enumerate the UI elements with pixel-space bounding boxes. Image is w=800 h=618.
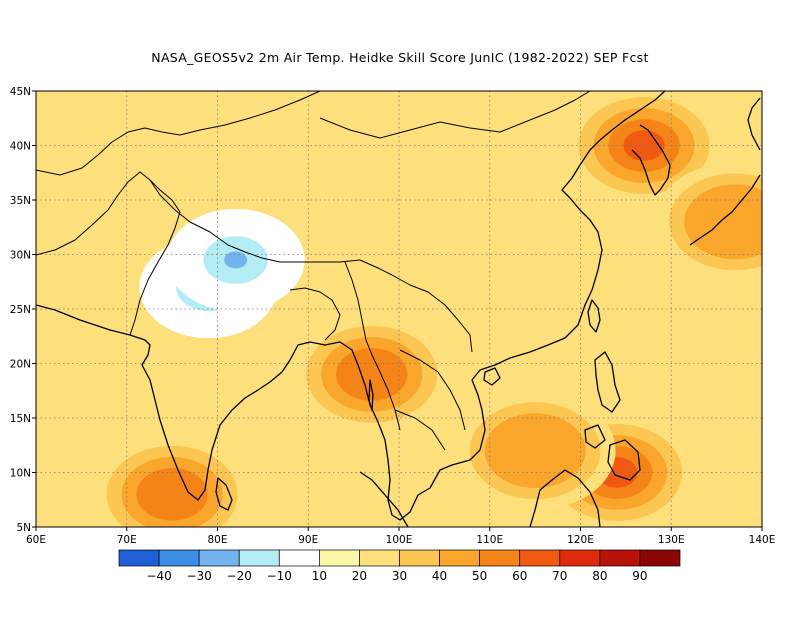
coastline-korea bbox=[631, 124, 671, 196]
colorbar-swatch bbox=[278, 549, 320, 567]
y-tick-label: 20N bbox=[10, 359, 31, 371]
y-tick-label: 40N bbox=[10, 141, 31, 153]
colorbar-label: 10 bbox=[312, 569, 327, 583]
y-tick-label: 45N bbox=[10, 86, 31, 98]
colorbar-swatch bbox=[319, 549, 360, 567]
border-pakistan-afghanistan bbox=[36, 171, 151, 256]
y-tick-label: 30N bbox=[10, 250, 31, 262]
x-tick-label: 80E bbox=[208, 534, 228, 546]
coastline-hainan bbox=[483, 367, 501, 386]
x-tick-label: 90E bbox=[298, 534, 318, 546]
colorbar-swatch bbox=[559, 549, 601, 567]
border-bangladesh bbox=[289, 287, 341, 341]
border-himalaya bbox=[149, 179, 393, 276]
coastline-andaman bbox=[368, 379, 374, 411]
colorbar-label: 40 bbox=[432, 569, 447, 583]
x-axis-ticks: 60E 70E 80E 90E 100E 110E 120E 130E 140E bbox=[26, 527, 775, 546]
colorbar-label: 30 bbox=[392, 569, 407, 583]
warm-hotspot-japan-sea-level-2 bbox=[684, 184, 762, 260]
colorbar-label: 80 bbox=[592, 569, 607, 583]
colorbar-label: 90 bbox=[632, 569, 647, 583]
coastline-mainland bbox=[36, 91, 666, 521]
colorbar: −40 −30 −20 −10 10 20 30 40 50 60 70 80 90 bbox=[118, 549, 681, 583]
coastline-taiwan bbox=[587, 299, 601, 333]
coastlines-and-borders bbox=[36, 91, 761, 527]
colorbar-swatch bbox=[599, 549, 641, 567]
colorbar-label: 70 bbox=[552, 569, 567, 583]
y-tick-label: 15N bbox=[10, 413, 31, 425]
colorbar-swatch bbox=[479, 549, 521, 567]
colorbar-label: −20 bbox=[227, 569, 252, 583]
border-myanmar bbox=[344, 261, 401, 431]
x-tick-label: 140E bbox=[749, 534, 776, 546]
coastline-borneo bbox=[529, 469, 601, 527]
warm-hotspot-south-china-sea-level-2 bbox=[484, 413, 586, 489]
colorbar-swatch bbox=[118, 549, 160, 567]
map-plot-area: 60E 70E 80E 90E 100E 110E 120E 130E 140E 5N 10N 15… bbox=[10, 86, 776, 546]
colorbar-label: −30 bbox=[186, 569, 211, 583]
colorbar-label: 20 bbox=[352, 569, 367, 583]
skill-field bbox=[91, 91, 762, 527]
x-tick-label: 100E bbox=[386, 534, 413, 546]
colorbar-label: −40 bbox=[146, 569, 171, 583]
coastline-sumatra bbox=[359, 471, 409, 527]
y-tick-label: 35N bbox=[10, 195, 31, 207]
colorbar-swatch bbox=[399, 549, 440, 567]
coastline-sri-lanka bbox=[215, 477, 233, 511]
colorbar-label: 60 bbox=[512, 569, 527, 583]
colorbar-label: −10 bbox=[267, 569, 292, 583]
border-central-asia bbox=[36, 91, 321, 176]
coastline-luzon bbox=[594, 351, 621, 413]
y-axis-ticks: 5N 10N 15N 20N 25N 30N 35N 40N 45N bbox=[10, 86, 36, 534]
colorbar-swatch bbox=[359, 549, 400, 567]
colorbar-swatch bbox=[639, 549, 681, 567]
y-tick-label: 25N bbox=[10, 304, 31, 316]
colorbar-swatch bbox=[439, 549, 480, 567]
coastline-mindanao bbox=[584, 424, 641, 481]
warm-hotspot-myanmar-level-3 bbox=[336, 348, 408, 401]
x-tick-label: 110E bbox=[476, 534, 503, 546]
x-tick-label: 130E bbox=[658, 534, 685, 546]
border-mongolia-china bbox=[319, 91, 591, 139]
warm-hotspot-south-india-level-3 bbox=[136, 467, 208, 521]
x-tick-label: 60E bbox=[26, 534, 46, 546]
colorbar-swatch bbox=[198, 549, 240, 567]
cool-zone-himalaya-level-2 bbox=[224, 251, 248, 269]
y-tick-label: 5N bbox=[16, 522, 31, 534]
colorbar-swatch bbox=[519, 549, 561, 567]
x-tick-label: 70E bbox=[117, 534, 137, 546]
colorbar-swatch bbox=[238, 549, 280, 567]
border-india-pakistan bbox=[129, 179, 181, 336]
x-tick-label: 120E bbox=[567, 534, 594, 546]
chart-title: NASA_GEOS5v2 2m Air Temp. Heidke Skill S… bbox=[151, 50, 649, 65]
colorbar-swatch bbox=[158, 549, 200, 567]
coastline-japan bbox=[689, 97, 761, 246]
colorbar-label: 50 bbox=[472, 569, 487, 583]
y-tick-label: 10N bbox=[10, 468, 31, 480]
border-indochina bbox=[391, 274, 473, 451]
